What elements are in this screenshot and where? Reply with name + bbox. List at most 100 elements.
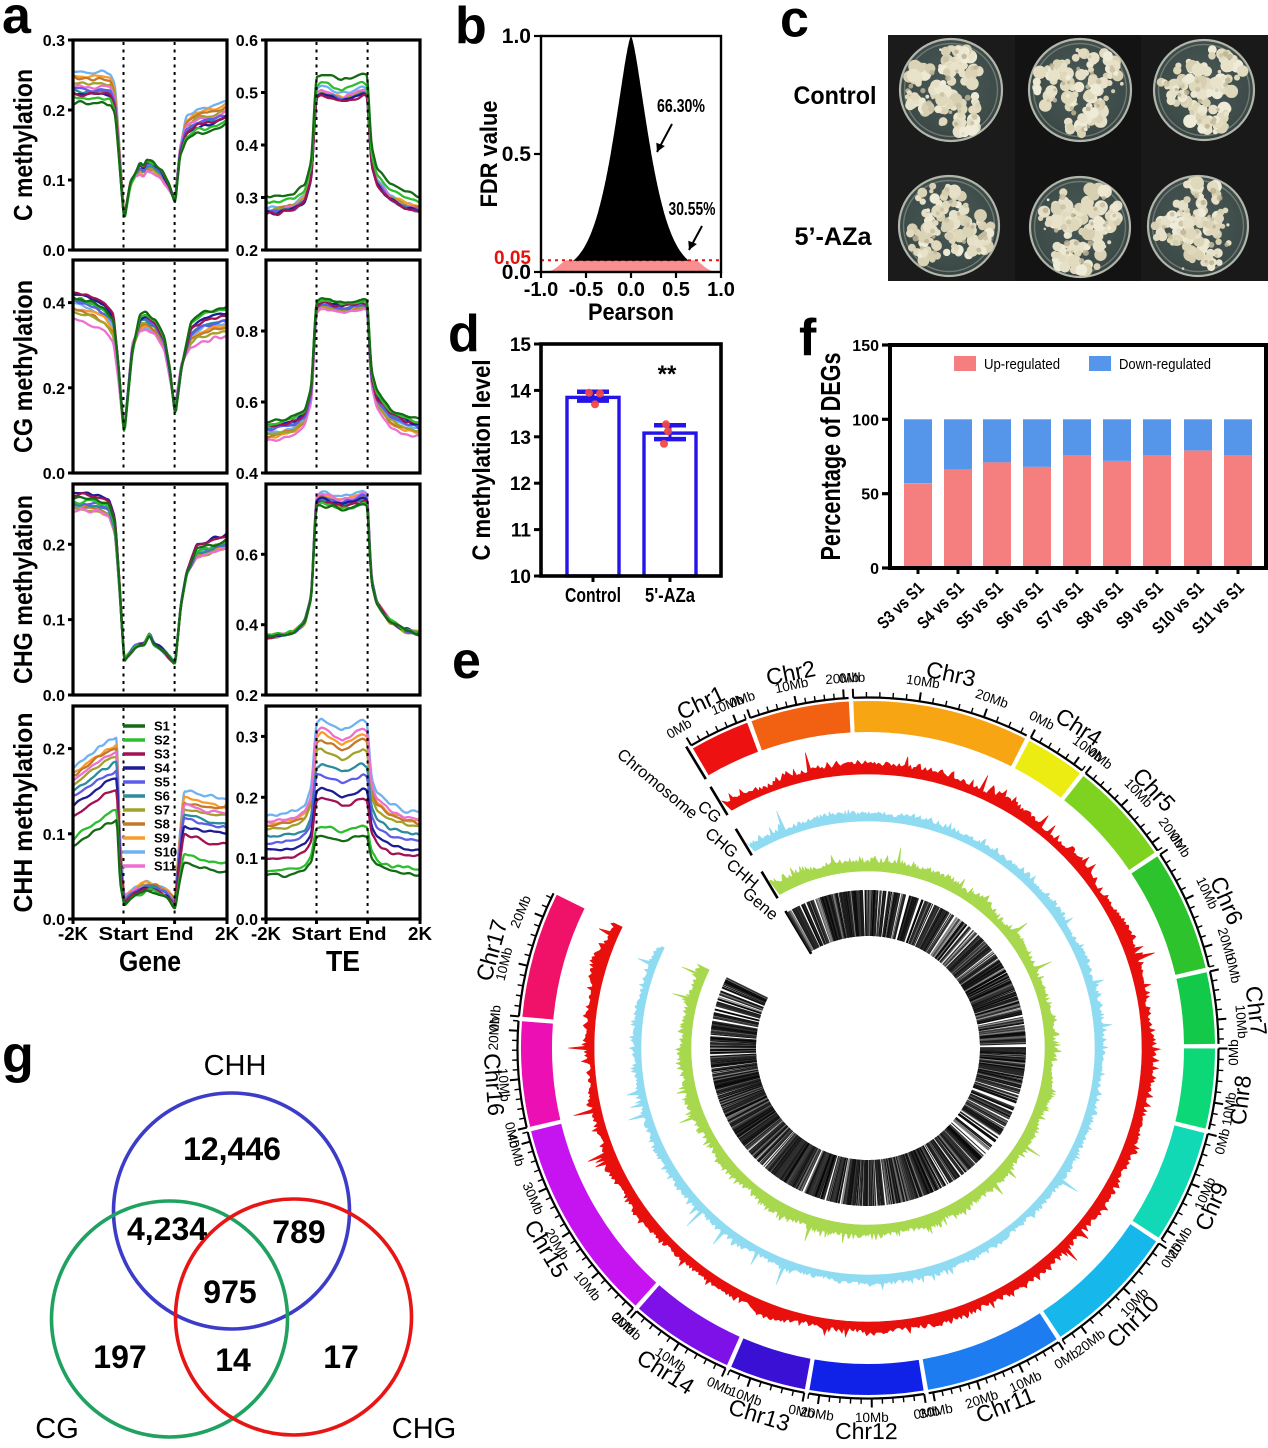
svg-text:0.0: 0.0 [236, 912, 258, 929]
svg-text:CG: CG [35, 1413, 79, 1445]
svg-text:5'-AZa: 5'-AZa [645, 585, 696, 607]
svg-text:1.0: 1.0 [707, 279, 735, 301]
svg-text:Up-regulated: Up-regulated [984, 356, 1060, 373]
svg-text:0.4: 0.4 [236, 138, 258, 155]
svg-text:50: 50 [861, 487, 879, 504]
svg-text:Pearson: Pearson [588, 299, 674, 326]
svg-text:CHG: CHG [392, 1413, 456, 1445]
svg-text:End: End [349, 924, 387, 944]
svg-text:14: 14 [510, 381, 532, 402]
svg-text:Start: Start [99, 924, 149, 944]
svg-text:CHH methylation: CHH methylation [8, 713, 38, 913]
svg-text:0Mb: 0Mb [502, 1120, 523, 1149]
svg-text:5’-AZa: 5’-AZa [795, 223, 873, 251]
svg-text:-2K: -2K [58, 924, 88, 944]
svg-text:CG methylation: CG methylation [8, 280, 38, 453]
svg-text:0.2: 0.2 [43, 381, 65, 398]
svg-text:2K: 2K [215, 924, 239, 944]
svg-text:66.30%: 66.30% [657, 96, 705, 116]
svg-text:End: End [156, 924, 194, 944]
svg-text:0Mb: 0Mb [787, 1402, 816, 1422]
svg-text:10Mb: 10Mb [1219, 1091, 1239, 1127]
svg-text:S1: S1 [154, 719, 170, 734]
svg-text:30.55%: 30.55% [669, 199, 716, 219]
svg-text:f: f [799, 309, 817, 367]
svg-text:150: 150 [852, 338, 879, 355]
svg-text:FDR value: FDR value [476, 101, 503, 208]
svg-text:0.6: 0.6 [236, 33, 258, 50]
svg-text:0.1: 0.1 [43, 827, 65, 844]
svg-text:Chr12: Chr12 [835, 1418, 898, 1444]
svg-text:0.0: 0.0 [43, 688, 65, 705]
svg-text:CHH: CHH [204, 1050, 267, 1082]
svg-text:S2: S2 [154, 733, 170, 748]
svg-text:4,234: 4,234 [127, 1211, 207, 1247]
svg-text:0: 0 [870, 561, 879, 578]
svg-text:10Mb: 10Mb [855, 1410, 889, 1425]
svg-text:0.8: 0.8 [236, 324, 258, 341]
svg-text:Chr16: Chr16 [479, 1052, 510, 1116]
svg-text:0.6: 0.6 [236, 547, 258, 564]
svg-text:0.0: 0.0 [43, 466, 65, 483]
svg-text:S8: S8 [154, 817, 170, 832]
svg-text:0.2: 0.2 [236, 790, 258, 807]
svg-text:20Mb: 20Mb [825, 670, 860, 687]
svg-text:-0.5: -0.5 [569, 279, 603, 301]
svg-text:10Mb: 10Mb [905, 672, 941, 692]
svg-text:197: 197 [93, 1339, 146, 1375]
svg-text:0.0: 0.0 [43, 912, 65, 929]
svg-text:0.5: 0.5 [502, 143, 532, 166]
svg-text:0.1: 0.1 [43, 173, 65, 190]
svg-text:0Mb: 0Mb [1212, 1127, 1233, 1156]
svg-text:S11: S11 [154, 859, 176, 874]
svg-text:CHG methylation: CHG methylation [8, 495, 38, 684]
svg-text:0.4: 0.4 [236, 466, 258, 483]
svg-text:20Mb: 20Mb [486, 1016, 503, 1050]
svg-text:0.4: 0.4 [236, 618, 258, 635]
svg-text:0.3: 0.3 [236, 729, 258, 746]
svg-text:TE: TE [326, 946, 360, 978]
svg-text:Chr8: Chr8 [1224, 1074, 1256, 1127]
svg-text:0.3: 0.3 [236, 191, 258, 208]
svg-text:b: b [455, 0, 487, 55]
svg-text:0Mb: 0Mb [1223, 956, 1243, 985]
svg-text:0.0: 0.0 [617, 279, 645, 301]
svg-text:a: a [2, 0, 32, 45]
svg-text:Start: Start [292, 924, 342, 944]
svg-text:0.2: 0.2 [43, 537, 65, 554]
svg-text:11: 11 [511, 521, 532, 542]
svg-text:e: e [452, 632, 481, 690]
svg-text:Down-regulated: Down-regulated [1119, 356, 1211, 373]
svg-text:13: 13 [510, 428, 531, 449]
svg-text:30Mb: 30Mb [918, 1401, 954, 1422]
svg-text:10: 10 [510, 567, 531, 588]
svg-text:10Mb: 10Mb [773, 675, 809, 697]
svg-text:10Mb: 10Mb [1232, 1004, 1250, 1039]
svg-text:d: d [448, 305, 480, 363]
svg-text:S9: S9 [154, 831, 170, 846]
svg-text:-1.0: -1.0 [524, 279, 558, 301]
svg-text:Gene: Gene [119, 946, 181, 978]
svg-text:0.6: 0.6 [236, 395, 258, 412]
svg-text:-2K: -2K [251, 924, 281, 944]
svg-text:1.0: 1.0 [502, 25, 531, 48]
svg-text:2K: 2K [408, 924, 432, 944]
svg-text:975: 975 [203, 1274, 256, 1310]
svg-text:S3: S3 [154, 747, 170, 762]
svg-text:**: ** [658, 361, 677, 388]
svg-text:0.5: 0.5 [662, 279, 690, 301]
svg-text:12,446: 12,446 [183, 1131, 281, 1167]
svg-text:12: 12 [510, 474, 531, 495]
svg-text:0Mb: 0Mb [912, 1403, 940, 1422]
svg-text:17: 17 [323, 1339, 359, 1375]
svg-text:0.2: 0.2 [43, 742, 65, 759]
svg-text:S5: S5 [154, 775, 170, 790]
svg-text:20Mb: 20Mb [799, 1404, 835, 1424]
svg-text:0.4: 0.4 [43, 296, 65, 313]
svg-text:10Mb: 10Mb [495, 1067, 513, 1102]
svg-text:0.2: 0.2 [236, 243, 258, 260]
svg-text:0.5: 0.5 [236, 86, 258, 103]
svg-text:0.05: 0.05 [494, 248, 531, 269]
svg-text:S4: S4 [154, 761, 171, 776]
svg-text:Control: Control [565, 585, 621, 607]
